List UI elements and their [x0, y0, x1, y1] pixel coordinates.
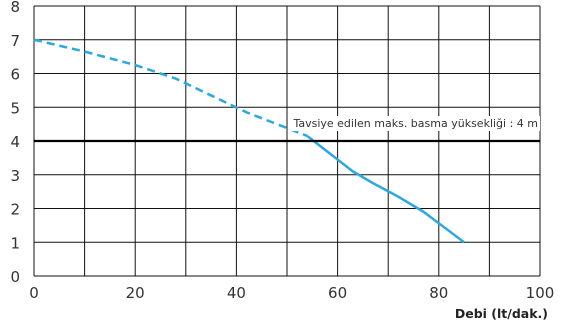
series-lines	[33, 38, 465, 244]
grid	[33, 5, 541, 277]
reference-label-background	[290, 116, 540, 131]
y-tick-label: 3	[10, 167, 20, 185]
y-tick-label: 0	[10, 268, 20, 286]
y-tick-label: 4	[10, 133, 20, 151]
x-axis-ticks: 0 20 40 60 80 100	[29, 284, 554, 302]
x-tick-label: 20	[126, 284, 145, 302]
x-tick-label: 80	[429, 284, 448, 302]
x-tick-label: 100	[526, 284, 555, 302]
y-axis-ticks: 0 1 2 3 4 5 6 7 8	[10, 0, 20, 286]
y-tick-label: 5	[10, 99, 20, 117]
y-tick-label: 2	[10, 201, 20, 219]
reference-line-group: Tavsiye edilen maks. basma yüksekliği : …	[34, 116, 540, 143]
x-tick-label: 40	[227, 284, 246, 302]
solid-curve	[306, 134, 465, 244]
x-tick-label: 0	[29, 284, 39, 302]
y-tick-label: 6	[10, 66, 20, 84]
y-tick-label: 7	[10, 32, 20, 50]
y-tick-label: 8	[10, 0, 20, 16]
reference-line-label: Tavsiye edilen maks. basma yüksekliği : …	[292, 117, 538, 130]
x-tick-label: 60	[328, 284, 347, 302]
x-axis-label: Debi (lt/dak.)	[455, 306, 548, 321]
dashed-curve	[33, 38, 308, 138]
y-tick-label: 1	[10, 234, 20, 252]
